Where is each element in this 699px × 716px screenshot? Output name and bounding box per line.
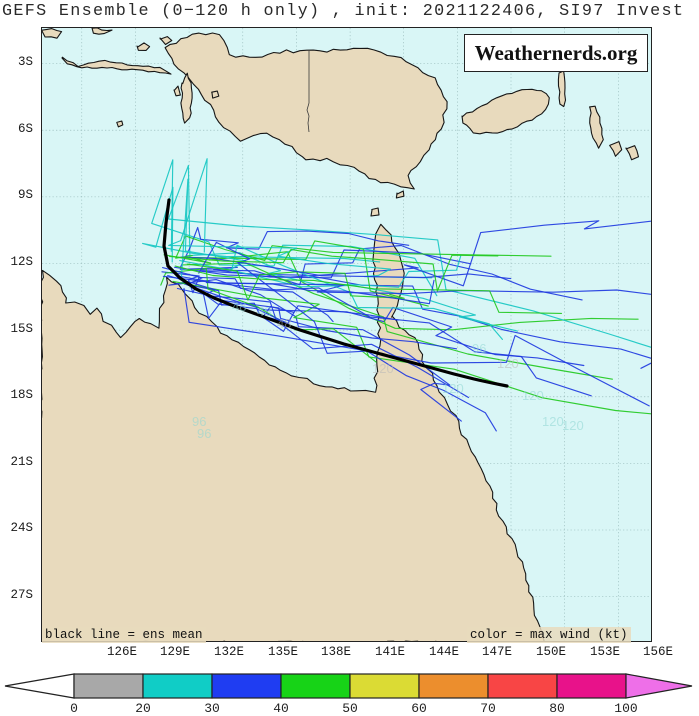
svg-text:100: 100 xyxy=(614,701,637,716)
svg-text:70: 70 xyxy=(480,701,496,716)
svg-text:120: 120 xyxy=(372,361,394,376)
svg-text:96: 96 xyxy=(197,426,211,441)
svg-text:80: 80 xyxy=(549,701,565,716)
svg-text:48: 48 xyxy=(232,299,246,314)
svg-text:20: 20 xyxy=(135,701,151,716)
svg-text:40: 40 xyxy=(273,701,289,716)
svg-text:120: 120 xyxy=(442,381,464,396)
svg-text:48: 48 xyxy=(277,316,291,331)
svg-text:48: 48 xyxy=(257,304,271,319)
svg-text:96: 96 xyxy=(472,341,486,356)
svg-text:120: 120 xyxy=(497,356,519,371)
svg-text:0: 0 xyxy=(70,701,78,716)
svg-text:120: 120 xyxy=(522,388,544,403)
svg-text:120: 120 xyxy=(542,414,564,429)
svg-text:30: 30 xyxy=(204,701,220,716)
svg-text:50: 50 xyxy=(342,701,358,716)
svg-text:120: 120 xyxy=(562,418,584,433)
svg-text:60: 60 xyxy=(411,701,427,716)
